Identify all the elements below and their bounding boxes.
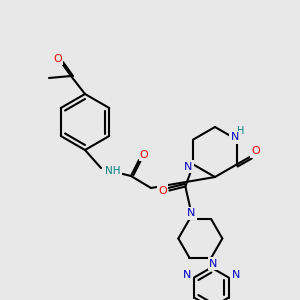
Text: O: O (54, 54, 62, 64)
Text: O: O (140, 150, 148, 160)
Text: N: N (183, 270, 191, 280)
Text: O: O (158, 185, 167, 196)
Text: N: N (209, 259, 218, 269)
Text: N: N (187, 208, 196, 218)
Text: O: O (251, 146, 260, 157)
Text: N: N (184, 161, 193, 172)
Text: N: N (230, 133, 239, 142)
Text: H: H (237, 127, 244, 136)
Text: N: N (232, 270, 240, 280)
Text: NH: NH (105, 166, 121, 176)
